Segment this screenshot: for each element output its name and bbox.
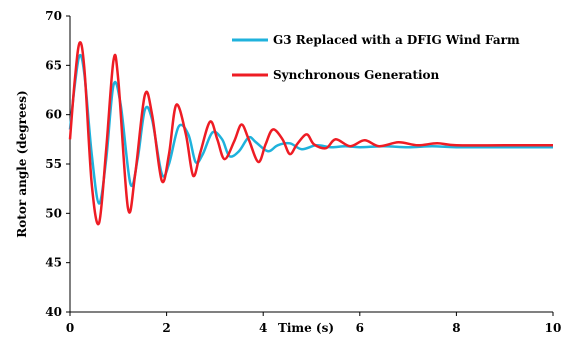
ticks-layer: 40 45 50 55 60 65 70 0 2 4 6 8 10 [45,9,561,335]
axes-layer [69,16,553,313]
series-layer [68,41,553,226]
y-tick-label: 40 [45,305,62,319]
x-tick-label: 10 [545,321,562,335]
y-tick-label: 70 [45,9,62,23]
x-tick-label: 2 [162,321,170,335]
x-axis-title: Time (s) [278,321,334,335]
y-tick-label: 55 [45,157,62,171]
y-tick-label: 60 [45,108,62,122]
series-line-synchronous [68,41,553,226]
x-tick-label: 6 [356,321,364,335]
legend-label-dfig: G3 Replaced with a DFIG Wind Farm [273,33,520,47]
y-axis-title: Rotor angle (degrees) [15,90,29,237]
y-tick-label: 65 [45,58,62,72]
x-tick-label: 8 [452,321,460,335]
x-tick-label: 0 [66,321,74,335]
x-tick-label: 4 [259,321,267,335]
y-tick-label: 45 [45,256,62,270]
y-tick-label: 50 [45,206,62,220]
legend: G3 Replaced with a DFIG Wind Farm Synchr… [232,33,520,82]
legend-label-synchronous: Synchronous Generation [273,68,440,82]
